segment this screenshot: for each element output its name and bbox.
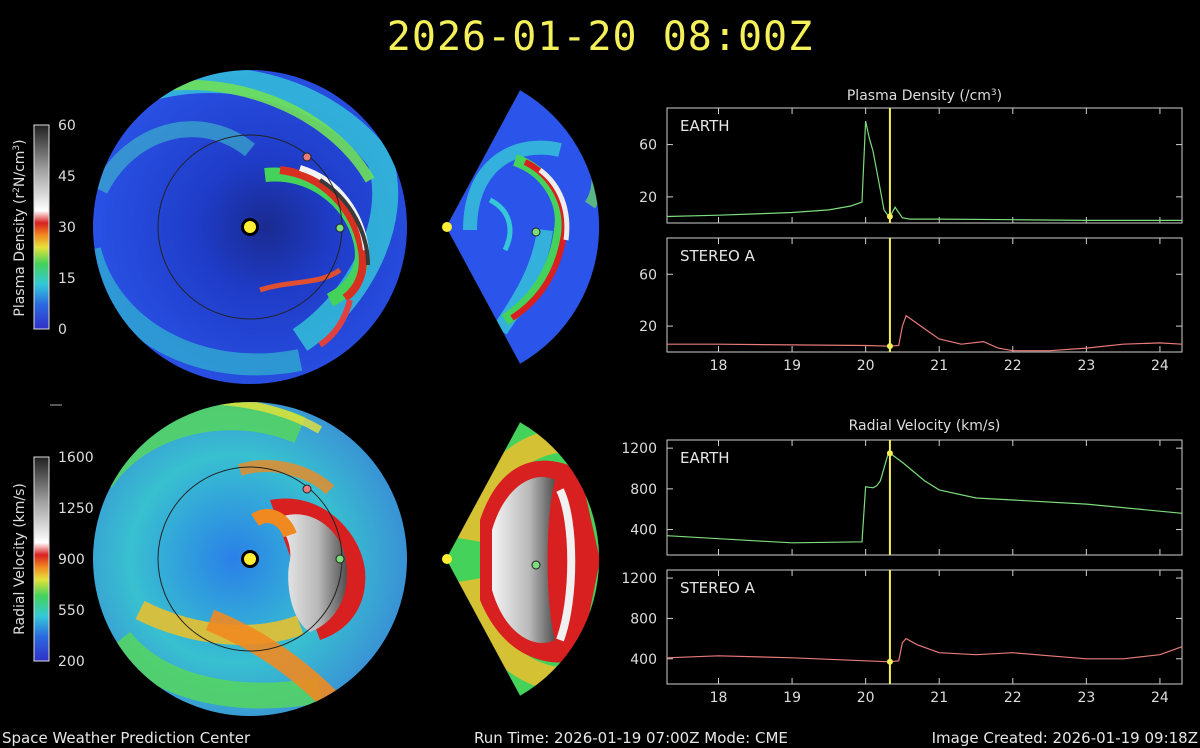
velocity-colorbar: 1600 1250 900 550 200 Radial Velocity (km/s) [12,450,94,670]
stereo-a-marker-top [302,152,312,162]
x-tick-label: 22 [1004,690,1022,706]
x-tick-label: 18 [710,690,728,706]
y-tick-label: 60 [639,138,657,154]
velocity-colorbar-label: Radial Velocity (km/s) [12,483,28,635]
plot-frame [666,107,1183,224]
x-tick-label: 18 [710,358,728,374]
y-tick-label: 20 [639,319,657,335]
panel-earth: 60 20 EARTH [639,107,1183,224]
x-tick-label: 23 [1077,358,1095,374]
series-line-earth [666,452,1183,544]
stereo-a-marker-bottom [302,484,312,494]
y-tick-label: 20 [639,190,657,206]
sun-icon-wedge-bottom [442,554,452,564]
earth-marker-wedge-bottom [531,560,541,570]
x-tick-label: 21 [930,358,948,374]
colorbar-tick-label: 1250 [58,501,94,517]
series-line-earth [666,120,1182,221]
x-tick-label: 19 [783,358,801,374]
colorbar-tick-label: 1600 [58,450,94,466]
series-line-stereo-a [666,637,1183,663]
plot-frame [666,237,1183,353]
colorbar-tick-label: 15 [58,271,76,287]
earth-marker-top [335,223,345,233]
x-tick-label: 21 [930,690,948,706]
plot-frame [666,569,1183,685]
current-value-dot [886,658,893,665]
sun-marker-top [241,218,259,236]
panel-earth: 1200 800 400 EARTH [621,439,1183,556]
footer-created: Image Created: 2026-01-19 09:18Z [931,729,1198,747]
chart-1: Radial Velocity (km/s)1200800400EARTH120… [621,418,1183,706]
time-series-charts: Plasma Density (/cm3) 60 20 EARTH 60 20 STEREO… [621,88,1183,706]
y-tick-label: 800 [630,611,657,627]
x-tick-label: 19 [783,690,801,706]
colorbar-tick-label: 60 [58,118,76,134]
y-tick-label: 1200 [621,441,657,457]
x-tick-label: 22 [1004,358,1022,374]
y-tick-label: 60 [639,267,657,283]
y-tick-label: 400 [630,652,657,668]
density-colorbar-label: Plasma Density (r2N/cm3) [12,139,28,316]
plot-frame [666,439,1183,556]
chart-title: Radial Velocity (km/s) [849,418,1001,434]
panel-label: EARTH [680,449,730,467]
current-value-dot [886,450,893,457]
footer-org: Space Weather Prediction Center [2,729,251,747]
density-meridional-wedge [445,89,600,365]
velocity-meridional-wedge [445,421,600,697]
footer-run-info: Run Time: 2026-01-19 07:00Z Mode: CME [474,729,788,747]
sun-icon-wedge-top [442,222,452,232]
y-tick-label: 1200 [621,571,657,587]
panel-stereo-a: 60 20 STEREO A [639,237,1183,353]
x-tick-label: 24 [1151,690,1169,706]
sun-marker-bottom [241,550,259,568]
x-tick-label: 20 [857,690,875,706]
x-tick-label: 24 [1151,358,1169,374]
colorbar-tick-label: 0 [58,322,67,338]
colorbar-tick-label: 550 [58,603,85,619]
sun-icon-bottom [244,553,256,565]
panel-stereo-a: 1200 800 400 STEREO A [621,569,1183,685]
colorbar-tick-label: 45 [58,169,76,185]
velocity-colorbar-ticks: 1600 1250 900 550 200 [58,450,94,670]
x-tick-label: 20 [857,358,875,374]
earth-marker-bottom [335,554,345,564]
panel-label: EARTH [680,117,730,135]
density-colorbar-ticks: 60 45 30 15 0 [58,118,76,338]
current-value-dot [886,213,893,220]
density-colorbar: 60 45 30 15 0 Plasma Density (r2N/cm3) [12,118,76,338]
page-title: 2026-01-20 08:00Z [386,14,814,60]
earth-marker-wedge-top [531,227,541,237]
sun-icon [244,221,256,233]
y-tick-label: 400 [630,523,657,539]
series-line-stereo-a [667,314,1183,352]
colorbar-tick-label: 900 [58,552,85,568]
colorbar-tick-label: 200 [58,654,85,670]
panel-label: STEREO A [680,579,756,597]
colorbar-tick-label: 30 [58,220,76,236]
chart-0: Plasma Density (/cm3) 60 20 EARTH 60 20 STEREO… [639,88,1183,374]
x-tick-label: 23 [1077,690,1095,706]
y-tick-label: 800 [630,482,657,498]
chart-title: Plasma Density (/cm3) [847,88,1002,104]
panel-label: STEREO A [680,247,756,265]
current-value-dot [886,343,893,350]
